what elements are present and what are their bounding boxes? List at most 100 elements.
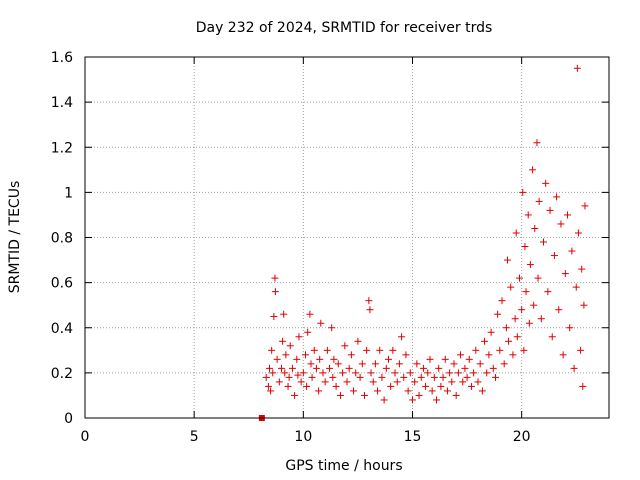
data-point <box>446 369 454 377</box>
data-point <box>481 337 489 345</box>
data-point <box>544 288 552 296</box>
data-point <box>450 360 458 368</box>
data-point <box>548 333 556 341</box>
data-point <box>546 206 554 214</box>
data-point <box>424 369 432 377</box>
data-point <box>435 364 443 372</box>
data-point <box>413 360 421 368</box>
data-point <box>306 310 314 318</box>
x-tick-label: 10 <box>294 429 312 445</box>
data-point <box>358 360 366 368</box>
data-point <box>363 346 371 354</box>
data-point <box>485 351 493 359</box>
data-point <box>555 306 563 314</box>
data-point <box>293 355 301 363</box>
ticks-layer: 0 0.2 0.4 0.6 0.8 1 1.2 1.4 1.6 0 5 10 15 20 <box>51 50 609 445</box>
data-point <box>474 378 482 386</box>
data-point <box>360 391 368 399</box>
data-point <box>264 382 272 390</box>
data-point <box>487 328 495 336</box>
data-point <box>409 396 416 404</box>
data-point <box>496 346 504 354</box>
x-tick-label: 5 <box>190 429 199 445</box>
data-point <box>350 387 358 395</box>
data-point <box>371 360 379 368</box>
x-tick-label: 15 <box>404 429 422 445</box>
data-point <box>415 391 423 399</box>
data-point <box>507 283 515 291</box>
data-point <box>304 328 312 336</box>
data-point <box>411 378 419 386</box>
data-point <box>400 373 408 381</box>
data-point <box>404 387 412 395</box>
data-point <box>387 382 395 390</box>
y-tick-label: 1 <box>64 185 73 201</box>
data-point <box>433 396 441 404</box>
data-point <box>511 315 519 323</box>
data-point <box>515 274 523 282</box>
data-point <box>315 387 323 395</box>
points-layer <box>258 64 589 421</box>
data-point <box>521 243 529 251</box>
data-point <box>500 360 508 368</box>
data-point <box>465 355 473 363</box>
data-point <box>459 378 467 386</box>
data-point <box>384 355 392 363</box>
data-point <box>526 261 534 269</box>
data-point <box>574 229 582 237</box>
data-point <box>347 351 355 359</box>
data-point <box>329 373 337 381</box>
data-point <box>402 351 410 359</box>
data-point <box>343 378 351 386</box>
y-tick-label: 1.6 <box>51 50 73 66</box>
data-point <box>308 373 316 381</box>
data-point <box>581 202 589 210</box>
data-point <box>352 369 360 377</box>
data-point <box>285 373 293 381</box>
data-point <box>550 252 558 260</box>
data-point <box>463 373 471 381</box>
data-point <box>280 310 288 318</box>
data-point <box>452 391 460 399</box>
data-point <box>568 247 576 255</box>
data-point <box>525 319 533 327</box>
data-point <box>367 369 375 377</box>
data-point <box>288 364 296 372</box>
data-point <box>428 387 436 395</box>
data-point <box>271 288 279 296</box>
data-point <box>503 256 511 264</box>
data-point <box>579 382 587 390</box>
data-point <box>330 355 338 363</box>
data-point <box>430 373 438 381</box>
y-tick-label: 1.4 <box>51 95 73 111</box>
data-point <box>297 378 305 386</box>
data-point <box>540 238 547 246</box>
data-point <box>559 351 567 359</box>
data-point <box>295 333 303 341</box>
data-point <box>316 355 324 363</box>
data-point <box>509 351 517 359</box>
data-point <box>307 360 315 368</box>
data-point <box>570 364 578 372</box>
data-point <box>317 319 325 327</box>
data-point <box>476 360 484 368</box>
data-point <box>321 378 329 386</box>
data-point <box>339 369 347 377</box>
data-point <box>542 179 550 187</box>
data-point <box>282 351 290 359</box>
data-point <box>557 220 565 228</box>
data-point <box>273 355 281 363</box>
y-tick-label: 0 <box>64 411 73 427</box>
data-point <box>580 301 588 309</box>
data-point <box>265 364 273 372</box>
data-point <box>535 197 543 205</box>
data-point <box>522 288 530 296</box>
data-point <box>467 382 475 390</box>
data-point <box>294 371 302 379</box>
data-point <box>422 382 430 390</box>
data-point <box>437 382 445 390</box>
x-tick-label: 20 <box>513 429 531 445</box>
data-point <box>520 346 528 354</box>
data-point <box>564 211 572 219</box>
data-point <box>478 387 486 395</box>
